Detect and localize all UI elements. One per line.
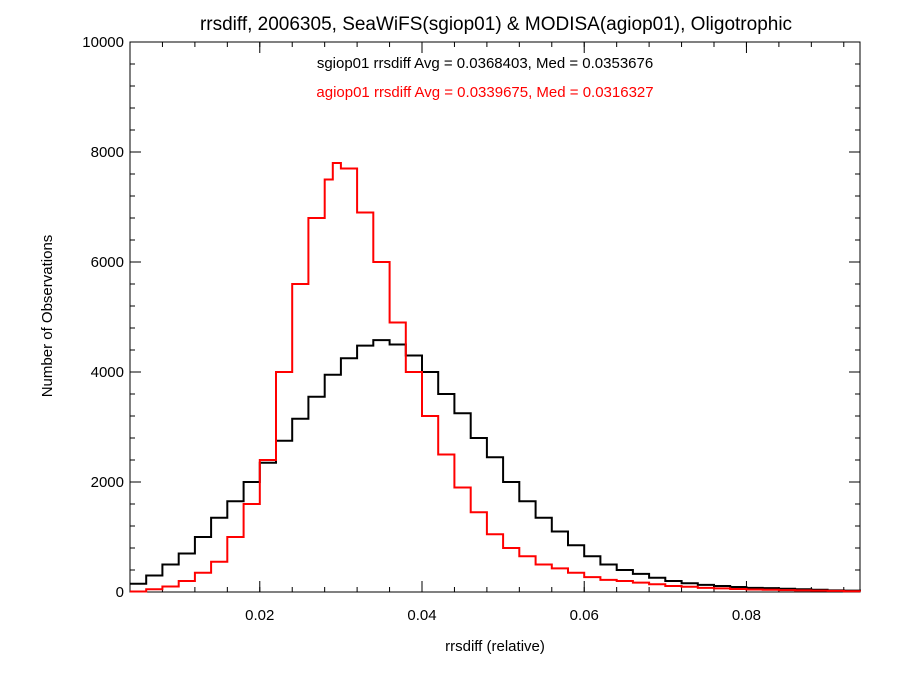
y-tick-label: 4000 (91, 364, 124, 381)
plot-frame (129, 41, 861, 593)
chart-title: rrsdiff, 2006305, SeaWiFS(sgiop01) & MOD… (200, 14, 792, 35)
y-tick-label: 0 (116, 584, 124, 601)
x-tick-label: 0.06 (570, 607, 599, 624)
y-axis-label: Number of Observations (39, 235, 56, 398)
x-tick-label: 0.02 (245, 607, 274, 624)
annotation-agiop01: agiop01 rrsdiff Avg = 0.0339675, Med = 0… (316, 84, 653, 101)
series-sgiop01-line (130, 339, 861, 592)
x-tick-label: 0.08 (732, 607, 761, 624)
y-tick-label: 10000 (82, 34, 124, 51)
x-tick-label: 0.04 (407, 607, 436, 624)
y-tick-label: 6000 (91, 254, 124, 271)
y-tick-label: 8000 (91, 144, 124, 161)
x-axis-label: rrsdiff (relative) (445, 638, 545, 655)
axes: 0.02 0.04 0.06 0.08 0 2000 4000 6000 8000 10000 (82, 34, 861, 624)
annotation-sgiop01: sgiop01 rrsdiff Avg = 0.0368403, Med = 0… (317, 55, 653, 72)
series-agiop01-line (130, 162, 861, 593)
y-tick-label: 2000 (91, 474, 124, 491)
series-layer (130, 162, 861, 593)
